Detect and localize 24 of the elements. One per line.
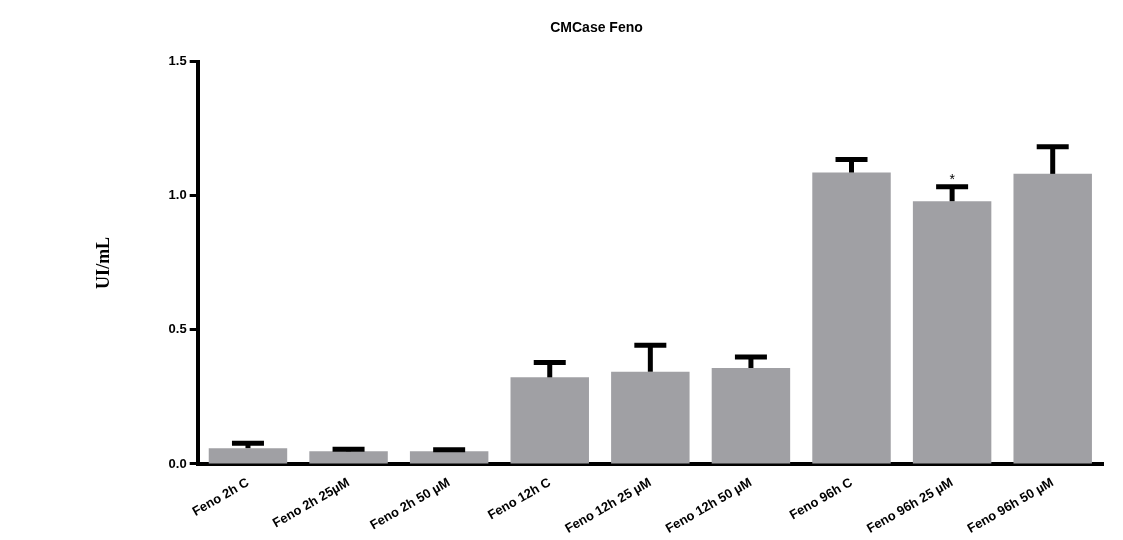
x-tick-label: Feno 2h C <box>189 474 252 519</box>
bar <box>711 367 791 464</box>
x-tick-label: Feno 2h 50 µM <box>367 474 453 533</box>
y-tick-label: 1.5 <box>168 53 187 69</box>
x-tick-label: Feno 96h C <box>786 474 856 523</box>
y-tick-label: 0.0 <box>168 455 187 471</box>
bar <box>309 451 388 464</box>
chart-title: CMCase Feno <box>550 19 643 36</box>
annotation: * <box>949 170 956 187</box>
bar <box>510 377 589 464</box>
bar <box>208 448 288 464</box>
x-tick-label: Feno 96h 25 µM <box>863 474 956 536</box>
x-tick-label: Feno 12h 50 µM <box>662 474 755 536</box>
bar <box>1013 173 1092 464</box>
y-tick-label: 0.5 <box>168 321 187 337</box>
bar <box>611 371 690 464</box>
y-axis-title: UI/mL <box>93 236 114 289</box>
x-tick-label: Feno 12h 25 µM <box>562 474 654 536</box>
bar <box>812 172 891 464</box>
y-tick-label: 1.0 <box>168 187 187 203</box>
x-tick-label: Feno 12h C <box>484 474 554 523</box>
x-tick-label: Feno 96h 50 µM <box>964 474 1056 536</box>
bar <box>912 201 992 464</box>
bar <box>409 451 489 464</box>
